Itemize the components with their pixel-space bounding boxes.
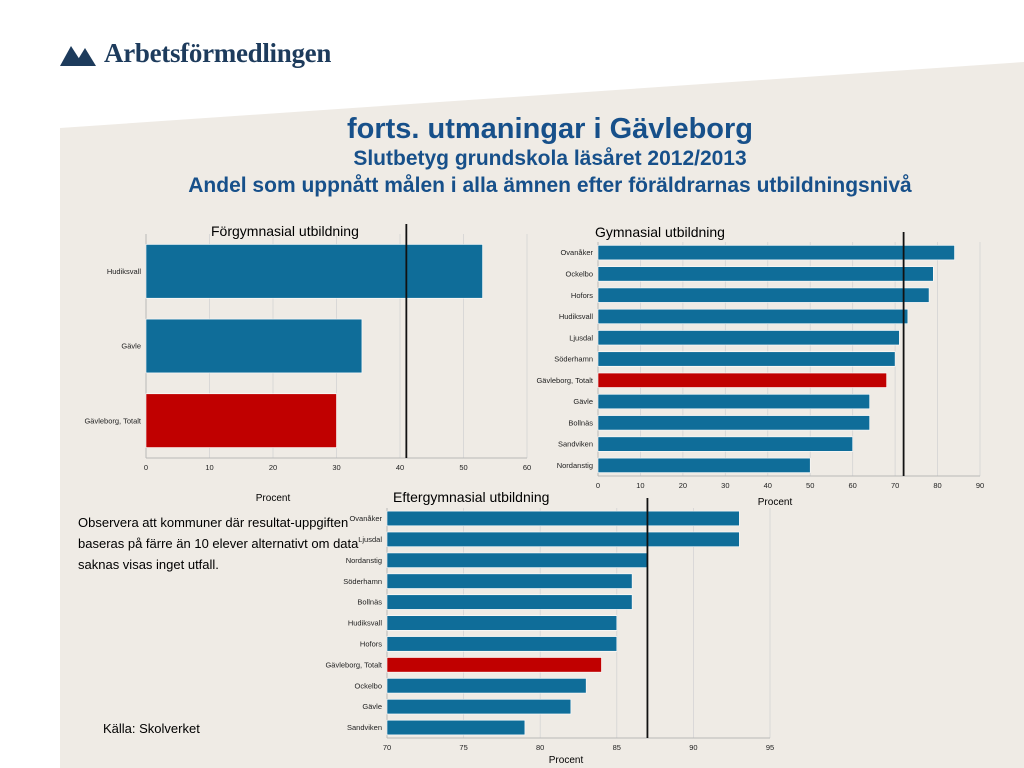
tick-label: 75 [459, 743, 467, 752]
arbetsformedlingen-logo-icon [60, 45, 96, 66]
chart-forgymnasial: Hudiksvall Gävle Gävleborg, Totalt 0 10 20 30 4… [84, 223, 531, 504]
bar [597, 287, 930, 303]
tick-label: 90 [689, 743, 697, 752]
category-label: Hudiksvall [348, 619, 383, 628]
category-label: Söderhamn [343, 577, 382, 586]
category-label: Sandviken [558, 440, 593, 449]
chart-gymnasial: Ovanåker Ockelbo Hofors Hudiksvall Ljusdal Sö… [536, 224, 984, 508]
bar [386, 531, 740, 547]
category-label: Nordanstig [346, 556, 382, 565]
tick-label: 50 [806, 481, 814, 490]
category-label: Söderhamn [554, 355, 593, 364]
x-axis-label: Procent [549, 755, 584, 766]
tick-label: 30 [332, 463, 340, 472]
x-axis-label: Procent [758, 497, 793, 508]
tick-label: 80 [933, 481, 941, 490]
bar [597, 351, 896, 367]
category-label: Gävle [362, 702, 382, 711]
tick-label: 30 [721, 481, 729, 490]
bar [386, 678, 587, 694]
tick-label: 20 [679, 481, 687, 490]
slide-subtitle: Slutbetyg grundskola läsåret 2012/2013 [353, 147, 747, 170]
slide-title: forts. utmaningar i Gävleborg [346, 113, 754, 145]
slide-subtitle-2: Andel som uppnått målen i alla ämnen eft… [188, 174, 912, 197]
x-axis-label: Procent [256, 493, 291, 504]
bar [386, 615, 618, 631]
category-label: Ockelbo [354, 681, 382, 690]
tick-label: 80 [536, 743, 544, 752]
bar [386, 573, 633, 589]
background-panel [60, 62, 1024, 768]
category-label: Gävleborg, Totalt [536, 376, 593, 385]
category-label: Ljusdal [358, 535, 382, 544]
bar [386, 657, 602, 673]
bar [145, 318, 363, 374]
bar [386, 594, 633, 610]
tick-label: 40 [396, 463, 404, 472]
chart-title: Förgymnasial utbildning [211, 223, 359, 239]
tick-label: 70 [891, 481, 899, 490]
category-label: Nordanstig [557, 461, 593, 470]
bar [597, 266, 934, 282]
category-label: Ockelbo [565, 270, 593, 279]
category-label: Hudiksvall [107, 267, 142, 276]
tick-label: 10 [636, 481, 644, 490]
tick-label: 0 [144, 463, 148, 472]
category-label: Hofors [360, 640, 382, 649]
tick-label: 60 [523, 463, 531, 472]
bar [597, 415, 870, 431]
category-label: Sandviken [347, 723, 382, 732]
category-label: Hofors [571, 291, 593, 300]
source-text: Källa: Skolverket [103, 721, 200, 736]
tick-label: 90 [976, 481, 984, 490]
bar [386, 636, 618, 652]
tick-label: 60 [848, 481, 856, 490]
category-label: Hudiksvall [559, 312, 594, 321]
bar [386, 719, 526, 736]
tick-label: 70 [383, 743, 391, 752]
category-label: Bollnäs [568, 418, 593, 427]
logo: Arbetsförmedlingen [58, 38, 331, 69]
slide-titles: forts. utmaningar i Gävleborg Slutbetyg … [70, 112, 1024, 199]
category-label: Ovanåker [349, 514, 382, 523]
bar [597, 436, 853, 452]
bar [597, 330, 900, 346]
tick-label: 10 [205, 463, 213, 472]
tick-label: 20 [269, 463, 277, 472]
category-label: Gävleborg, Totalt [84, 416, 141, 425]
tick-label: 95 [766, 743, 774, 752]
bar [597, 457, 811, 473]
bar [145, 244, 483, 299]
bar [597, 308, 909, 324]
chart-eftergymnasial: Ovanåker Ljusdal Nordanstig Söderhamn Bollnä… [325, 489, 774, 766]
category-label: Bollnäs [357, 598, 382, 607]
chart-title: Gymnasial utbildning [595, 224, 725, 240]
category-label: Ljusdal [569, 333, 593, 342]
chart-title: Eftergymnasial utbildning [393, 489, 549, 505]
logo-text: Arbetsförmedlingen [104, 38, 332, 68]
category-label: Gävleborg, Totalt [325, 660, 382, 669]
category-label: Ovanåker [560, 248, 593, 257]
bar [145, 393, 337, 448]
note-text: Observera att kommuner där resultat-uppg… [78, 515, 359, 572]
bar [386, 552, 648, 568]
category-label: Gävle [573, 397, 593, 406]
bar [597, 372, 887, 388]
tick-label: 50 [459, 463, 467, 472]
bar [597, 245, 955, 261]
tick-label: 85 [613, 743, 621, 752]
tick-label: 0 [596, 481, 600, 490]
tick-label: 40 [764, 481, 772, 490]
bar [386, 510, 740, 527]
bar [597, 394, 870, 410]
bar [386, 699, 572, 715]
category-label: Gävle [121, 342, 141, 351]
